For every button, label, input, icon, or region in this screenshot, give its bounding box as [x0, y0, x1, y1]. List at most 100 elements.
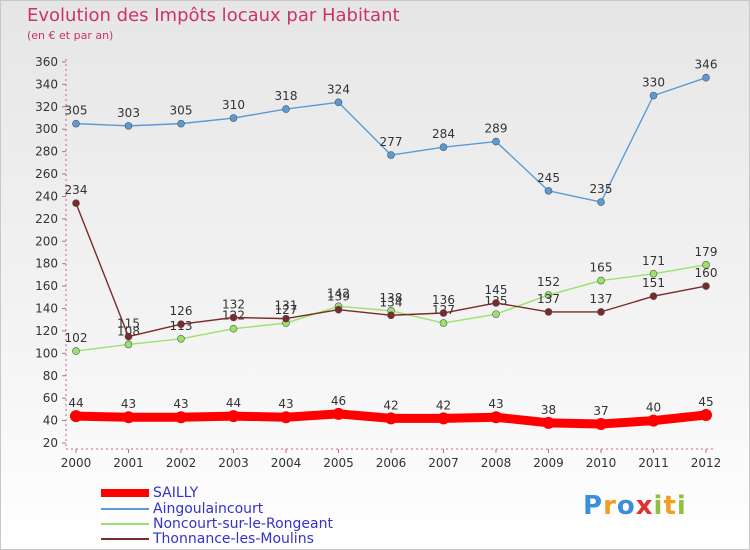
data-point — [229, 313, 238, 322]
data-point — [439, 309, 448, 317]
data-label: 131 — [275, 299, 298, 313]
logo-letter: i — [676, 491, 687, 521]
data-label: 40 — [646, 401, 661, 415]
logo-letter: x — [635, 491, 654, 521]
logo-letter: t — [663, 491, 677, 521]
data-point — [700, 408, 712, 421]
y-tick-label: 40 — [43, 414, 58, 428]
data-label: 284 — [432, 127, 455, 141]
data-label: 46 — [331, 394, 346, 408]
data-point — [702, 282, 710, 290]
data-point — [649, 269, 658, 278]
data-label: 43 — [278, 397, 293, 411]
data-point — [492, 310, 500, 318]
data-label: 152 — [537, 275, 560, 289]
y-tick-label: 180 — [35, 257, 58, 271]
data-point — [544, 187, 553, 195]
data-point — [439, 319, 448, 327]
data-point — [177, 334, 185, 343]
legend-label: Noncourt-sur-le-Rongeant — [153, 516, 333, 532]
data-label: 171 — [642, 254, 665, 268]
x-tick-label: 2010 — [586, 456, 617, 470]
y-tick-label: 300 — [35, 122, 58, 136]
x-tick-label: 2011 — [638, 456, 669, 470]
data-label: 277 — [380, 135, 403, 149]
y-tick-label: 220 — [35, 212, 58, 226]
data-label: 42 — [383, 398, 398, 412]
data-point — [702, 261, 710, 269]
y-tick-label: 240 — [35, 189, 58, 203]
legend-item-thonnance: Thonnance-les-Moulins — [101, 531, 314, 547]
data-point — [542, 416, 555, 429]
data-label: 44 — [226, 396, 241, 410]
x-tick-label: 2000 — [61, 456, 92, 470]
x-tick-label: 2001 — [113, 456, 144, 470]
data-label: 43 — [173, 397, 188, 411]
data-point — [124, 340, 133, 349]
data-point — [332, 407, 345, 420]
data-label: 137 — [537, 292, 560, 306]
data-label: 115 — [117, 317, 140, 331]
data-label: 179 — [695, 245, 718, 259]
data-label: 38 — [541, 403, 556, 417]
data-label: 235 — [590, 182, 613, 196]
data-label: 318 — [275, 89, 298, 103]
data-point — [544, 308, 553, 316]
data-point — [334, 98, 343, 107]
x-tick-label: 2002 — [166, 456, 197, 470]
y-tick-label: 340 — [35, 77, 58, 91]
legend-swatch-aingoulaincourt — [101, 508, 149, 510]
legend-label: Aingoulaincourt — [153, 501, 264, 517]
data-point — [437, 412, 450, 425]
data-point — [649, 91, 658, 100]
data-point — [385, 412, 397, 425]
data-point — [439, 143, 448, 151]
y-tick-label: 160 — [35, 279, 58, 293]
legend-swatch-sailly — [101, 489, 149, 497]
data-label: 303 — [117, 106, 140, 120]
data-point — [387, 151, 395, 159]
data-point — [70, 410, 82, 423]
data-label: 245 — [537, 171, 560, 185]
legend-label: SAILLY — [153, 485, 199, 501]
legend-item-noncourt: Noncourt-sur-le-Rongeant — [101, 516, 333, 532]
y-tick-label: 80 — [43, 369, 58, 383]
data-point — [597, 308, 605, 316]
y-tick-label: 120 — [35, 324, 58, 338]
data-point — [177, 119, 185, 128]
data-point — [280, 411, 292, 424]
logo-letter: P — [583, 491, 604, 521]
data-label: 346 — [695, 58, 718, 72]
data-point — [647, 414, 660, 427]
data-label: 132 — [222, 297, 245, 311]
y-tick-label: 260 — [35, 167, 58, 181]
data-label: 45 — [698, 395, 713, 409]
legend-swatch-noncourt — [101, 523, 149, 525]
legend-item-sailly: SAILLY — [101, 485, 198, 501]
data-point — [492, 137, 500, 146]
y-tick-label: 280 — [35, 145, 58, 159]
x-tick-label: 2007 — [428, 456, 459, 470]
logo-letter: r — [603, 491, 617, 521]
legend-swatch-thonnance — [101, 538, 149, 540]
data-point — [227, 410, 240, 423]
data-point — [72, 347, 80, 355]
legend-item-aingoulaincourt: Aingoulaincourt — [101, 501, 263, 517]
logo-letter: i — [653, 491, 664, 521]
data-point — [122, 411, 135, 424]
legend-label: Thonnance-les-Moulins — [153, 531, 314, 547]
data-label: 42 — [436, 398, 451, 412]
data-label: 305 — [65, 104, 88, 118]
data-point — [490, 411, 502, 424]
data-label: 137 — [590, 292, 613, 306]
data-point — [72, 119, 80, 128]
x-tick-label: 2009 — [533, 456, 564, 470]
data-point — [544, 291, 553, 299]
data-label: 138 — [380, 291, 403, 305]
data-label: 305 — [170, 104, 193, 118]
data-label: 324 — [327, 82, 350, 96]
y-tick-label: 200 — [35, 234, 58, 248]
data-point — [702, 73, 710, 82]
data-point — [175, 411, 187, 424]
